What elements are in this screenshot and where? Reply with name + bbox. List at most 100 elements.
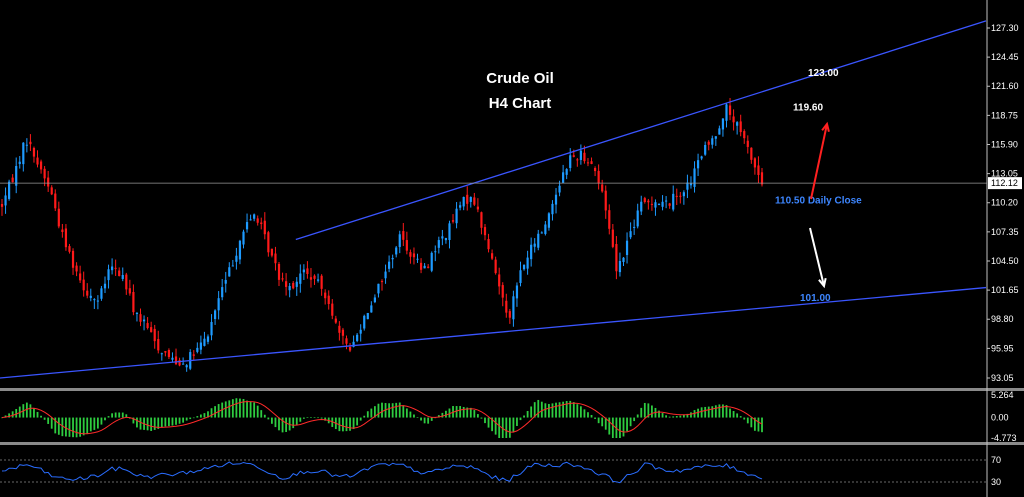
candle: [753, 157, 756, 175]
macd-bar: [661, 413, 664, 418]
candle: [487, 233, 490, 253]
price-axis: 127.30 124.45 121.60 118.75 115.90 113.05 110.…: [987, 23, 1022, 383]
macd-bar: [214, 406, 216, 418]
macd-bar: [93, 417, 96, 430]
candle-body: [253, 214, 256, 219]
macd-tick-label: 0.00: [991, 413, 1009, 423]
candle: [757, 156, 760, 184]
macd-bar: [54, 417, 57, 434]
macd-bar: [302, 417, 305, 419]
candle: [32, 146, 36, 163]
price-tick-label: 101.65: [991, 285, 1019, 295]
price-annotation: 119.60: [793, 103, 823, 114]
macd-bar: [111, 413, 113, 418]
candle: [245, 213, 249, 233]
candle-body: [274, 253, 277, 264]
macd-bar: [413, 414, 415, 418]
candle-body: [235, 255, 238, 262]
candle: [54, 189, 57, 212]
candle-body: [416, 258, 419, 260]
candle-body: [693, 168, 696, 187]
macd-bar: [505, 417, 508, 438]
candle: [480, 211, 483, 235]
macd-bar: [11, 411, 14, 418]
candle: [270, 248, 274, 258]
candle: [682, 190, 685, 205]
macd-bar: [761, 417, 763, 433]
pane-separator[interactable]: [0, 388, 1024, 391]
candle-body: [615, 244, 618, 272]
candle: [483, 223, 487, 241]
macd-bar: [79, 417, 82, 437]
macd-bar: [146, 417, 149, 431]
candle: [68, 243, 71, 254]
macd-bar: [267, 417, 270, 420]
candle: [604, 185, 607, 219]
candle-body: [213, 310, 217, 320]
candle-body: [398, 234, 401, 247]
candle: [100, 285, 103, 301]
macd-bar: [285, 417, 288, 432]
candle-body: [419, 262, 423, 270]
candle: [647, 198, 650, 210]
macd-bar: [682, 414, 685, 418]
macd-bar: [352, 417, 355, 430]
rsi-tick-label: 30: [991, 477, 1001, 487]
macd-bar: [72, 417, 74, 438]
macd-bar: [43, 417, 46, 420]
candle: [519, 261, 522, 287]
candle-body: [249, 219, 252, 221]
macd-bar: [405, 408, 408, 418]
candle: [693, 161, 696, 193]
price-tick-label: 113.05: [991, 169, 1018, 179]
candle: [199, 335, 202, 355]
candle: [505, 293, 508, 318]
macd-bar: [153, 417, 156, 430]
candle: [221, 278, 224, 301]
candle-body: [526, 257, 529, 269]
candle: [743, 129, 746, 144]
candle: [547, 212, 551, 231]
macd-bar: [278, 417, 280, 431]
candle: [498, 267, 501, 295]
candle-body: [316, 279, 320, 281]
candle-body: [118, 270, 121, 277]
candle: [25, 138, 28, 153]
candle-body: [54, 193, 57, 209]
candle-body: [292, 282, 295, 289]
candle: [615, 236, 618, 280]
trendline-upper[interactable]: [295, 20, 987, 241]
price-annotation: 101.00: [800, 293, 831, 304]
rsi-axis: 70 30: [991, 455, 1001, 487]
candle-body: [224, 280, 227, 284]
candle: [36, 150, 39, 168]
candle-body: [0, 203, 4, 207]
macd-bar: [672, 416, 675, 418]
pane-separator[interactable]: [0, 442, 1024, 445]
macd-bar: [168, 417, 170, 427]
candle: [281, 272, 284, 282]
macd-bar: [508, 417, 511, 438]
candle: [739, 114, 742, 137]
macd-signal-line: [1, 401, 763, 435]
macd-bar: [356, 417, 359, 426]
candle-body: [231, 265, 234, 267]
macd-bar: [256, 405, 259, 418]
candle-body: [657, 204, 661, 206]
candle: [629, 222, 632, 240]
candle: [377, 283, 380, 298]
candle-body: [36, 157, 39, 165]
candle: [540, 231, 543, 234]
candle-body: [750, 147, 753, 160]
candle: [409, 249, 412, 264]
candle-body: [11, 177, 14, 183]
candle: [466, 186, 469, 211]
candle: [423, 263, 426, 269]
candle-body: [427, 266, 430, 268]
macd-bar: [633, 417, 636, 422]
candle: [707, 140, 710, 151]
macd-bar: [583, 409, 586, 418]
trendline-lower[interactable]: [0, 286, 987, 379]
macd-bar: [558, 402, 561, 418]
